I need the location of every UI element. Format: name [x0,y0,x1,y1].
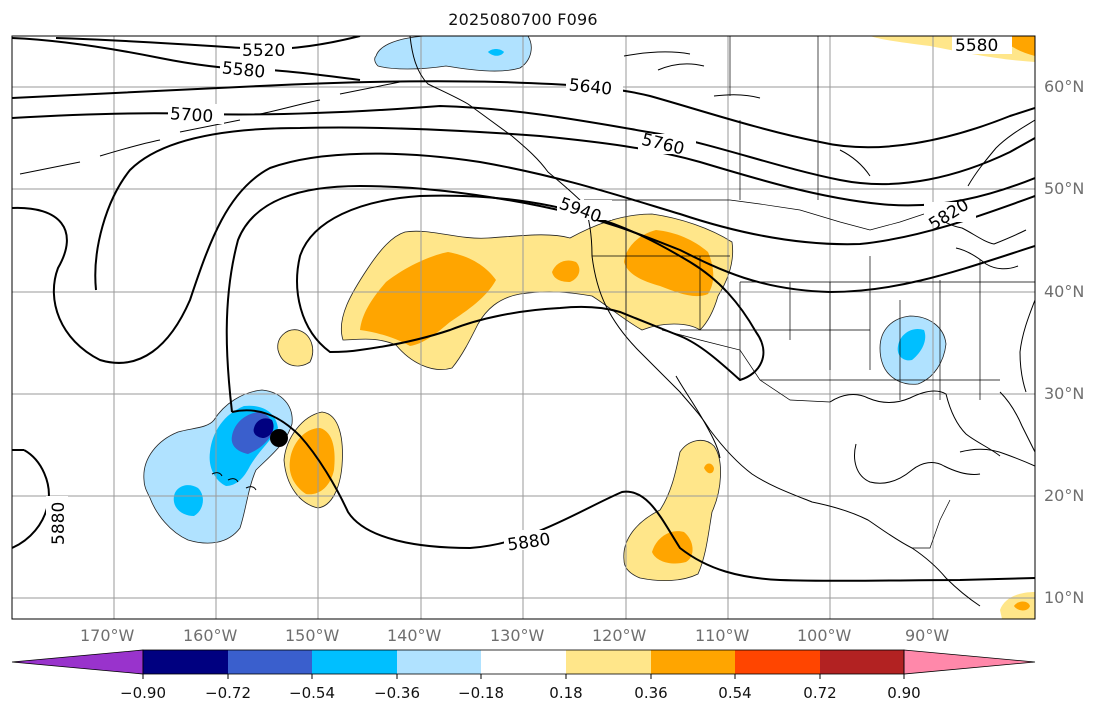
colorbar-bin-3 [312,650,397,674]
negative-anomaly-hawaii-mid-2 [173,485,203,516]
contour-label-5580-west: 5580 [221,58,266,82]
contour-label-5520: 5520 [242,41,285,61]
contour-5760 [94,126,1035,291]
negative-anomaly-hawaii-core [253,418,274,438]
lon-label-170w: 170°W [80,626,135,645]
colorbar-bin-1 [143,650,228,674]
contour-labels: 5520 5580 5580 5640 5700 5760 5820 5880 … [46,36,1012,556]
colorbar-bin-2 [228,650,312,674]
lat-label-20n: 20°N [1044,486,1085,505]
point-marker [270,429,288,447]
positive-anomaly-west-core [360,252,496,346]
political-borders [584,36,1035,549]
lon-label-110w: 110°W [695,626,750,645]
lon-label-160w: 160°W [183,626,238,645]
coastline-gulf [829,390,1001,457]
positive-anomaly-west-core-2 [552,260,580,282]
contour-5520 [55,36,361,51]
positive-anomaly-rockies-core [624,230,714,297]
lon-label-120w: 120°W [592,626,647,645]
lat-label-50n: 50°N [1044,179,1085,198]
colorbar-label-7: 0.36 [634,684,668,702]
contour-5940 [296,194,765,382]
lon-label-140w: 140°W [387,626,442,645]
colorbar-bin-6 [566,650,651,674]
lat-label-60n: 60°N [1044,77,1085,96]
colorbar-bin-7 [651,650,735,674]
colorbar-label-1: −0.90 [120,684,166,702]
positive-anomaly-baja [623,439,721,582]
contour-label-5880-west: 5880 [49,502,69,545]
colorbar-bin-9 [820,650,904,674]
positive-anomaly-small [277,329,314,367]
colorbar-bin-8 [735,650,820,674]
contour-label-5580-east: 5580 [955,36,998,56]
coastline-hudson [967,119,1035,187]
coastline-hawaii-islands [211,472,257,491]
map-frame [11,35,1036,620]
contour-5820 [12,152,1035,364]
graticule [12,36,1035,619]
coastline-cuba [959,448,1035,467]
lon-label-130w: 130°W [490,626,545,645]
contour-label-5640: 5640 [568,75,613,99]
coastline-florida [999,391,1035,453]
negative-anomaly-midsouth-core [897,328,926,361]
colorbar-label-8: 0.54 [718,684,752,702]
coastline-baja [675,375,721,459]
colorbar-label-3: −0.54 [289,684,335,702]
colorbar-label-9: 0.72 [803,684,837,702]
lon-label-100w: 100°W [797,626,852,645]
lat-label-40n: 40°N [1044,282,1085,301]
colorbar-ticks [142,674,905,679]
colorbar-right-extension [903,649,1036,675]
coastline-west-us [583,203,711,431]
coastline-great-lakes [929,211,1027,270]
coastline-yucatan [854,443,981,484]
anomaly-shading [143,36,1035,619]
colorbar [11,649,1036,679]
colorbar-left-extension [11,649,144,675]
lat-label-30n: 30°N [1044,384,1085,403]
lat-label-10n: 10°N [1044,588,1085,607]
colorbar-label-2: −0.72 [205,684,251,702]
negative-anomaly-alaska [374,36,532,72]
positive-anomaly-baja-core [652,531,693,564]
positive-anomaly-caribbean-core [1014,601,1030,611]
lon-label-150w: 150°W [285,626,340,645]
colorbar-bin-4 [397,650,481,674]
negative-anomaly-alaska-core [488,49,504,56]
coastline-mexico [709,429,981,607]
colorbar-bin-5 [481,650,566,674]
colorbar-label-10: 0.90 [887,684,921,702]
positive-anomaly-central-pacific-core [289,428,335,495]
positive-anomaly-baja-dot [704,463,714,474]
colorbar-label-5: −0.18 [458,684,504,702]
colorbar-label-6: 0.18 [549,684,583,702]
contour-label-5700: 5700 [169,104,214,127]
coastline-aleutians [19,81,401,175]
colorbar-label-4: −0.36 [374,684,420,702]
lon-label-90w: 90°W [905,626,950,645]
coastline-east-us [1019,299,1035,393]
colorbar-frame [142,649,905,675]
coastline-canada-north [623,51,871,177]
map-title: 2025080700 F096 [448,10,598,29]
contour-5580-west [12,37,361,81]
